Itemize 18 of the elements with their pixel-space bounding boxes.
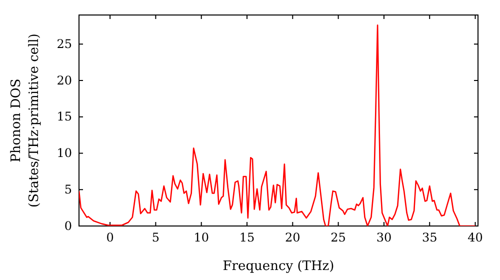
y-tick-label: 0 [64,218,72,233]
y-axis-title: Phonon DOS (States/THz·primitive cell) [9,33,42,208]
y-tick-label: 20 [56,73,72,88]
x-tick-label: 0 [106,230,114,245]
y-tick-label: 5 [64,182,72,196]
x-tick-label: 35 [422,230,438,245]
x-tick-label: 5 [152,230,160,245]
x-axis-title: Frequency (THz) [222,259,334,274]
x-tick-label: 40 [468,230,483,245]
y-tick-label: 10 [56,146,72,160]
line-series [79,24,476,226]
x-tick-label: 10 [194,230,209,245]
y-tick-label: 25 [56,36,72,51]
x-tick-label: 30 [376,230,392,245]
x-tick-label: 20 [285,230,300,245]
y-tick-label: 15 [56,110,72,124]
x-tick-label: 25 [330,230,346,245]
x-tick-label: 15 [239,230,255,245]
